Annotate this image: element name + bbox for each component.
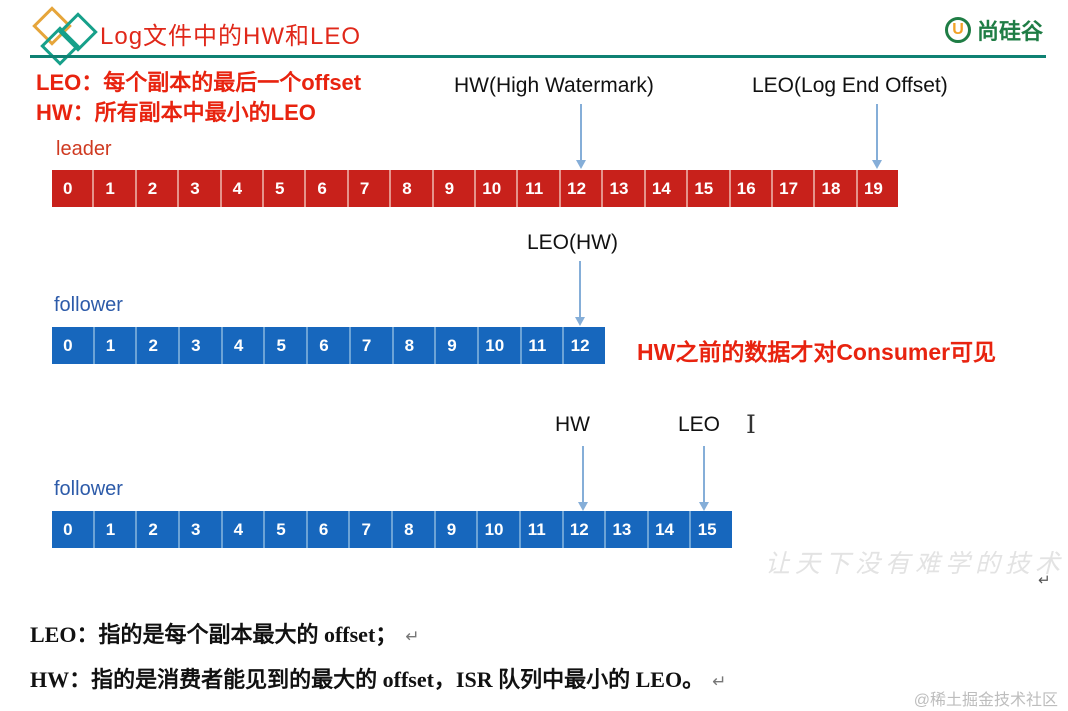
offset-cell: 12 — [560, 170, 602, 207]
offset-cell: 0 — [52, 327, 93, 364]
text-cursor-icon: I — [746, 410, 756, 439]
header-divider — [30, 55, 1046, 58]
offset-cell: 3 — [179, 511, 221, 548]
offset-cell: 14 — [645, 170, 687, 207]
offset-cell: 7 — [350, 327, 392, 364]
offset-cell: 19 — [857, 170, 899, 207]
paragraph-return-icon: ↵ — [712, 672, 727, 691]
offset-cell: 5 — [265, 511, 306, 548]
offset-cell: 6 — [308, 327, 349, 364]
offset-cell: 10 — [476, 170, 517, 207]
follower2-row-label: follower — [54, 478, 123, 500]
offset-cell: 18 — [815, 170, 856, 207]
offset-cell: 5 — [265, 327, 307, 364]
offset-cell: 11 — [521, 327, 563, 364]
offset-cell: 9 — [433, 170, 475, 207]
leo-label: LEO — [678, 413, 721, 436]
follower1-offset-row: 0 1 2 3 4 5 6 7 8 9 10 11 12 — [52, 327, 605, 364]
paragraph-return-icon: ↵ — [1038, 572, 1051, 589]
arrow-down-icon — [578, 446, 588, 511]
hw-label: HW — [555, 413, 590, 436]
offset-cell: 13 — [606, 511, 647, 548]
brand-name: 尚硅谷 — [976, 19, 1043, 44]
page-title: Log文件中的HW和LEO — [100, 23, 362, 50]
offset-cell: 8 — [391, 170, 432, 207]
offset-cell: 1 — [94, 511, 136, 548]
definition-hw: HW：所有副本中最小的LEO — [36, 100, 316, 125]
brand-logo: U 尚硅谷 — [944, 14, 1043, 46]
offset-cell: 17 — [772, 170, 814, 207]
follower2-offset-row: 0 1 2 3 4 5 6 7 8 9 10 11 12 13 14 15 — [52, 511, 732, 548]
offset-cell: 12 — [563, 511, 605, 548]
offset-cell: 7 — [350, 511, 391, 548]
offset-cell: 8 — [393, 327, 435, 364]
offset-cell: 6 — [307, 511, 349, 548]
consumer-visibility-note: HW之前的数据才对Consumer可见 — [637, 339, 997, 365]
footer-hw-text: HW：指的是消费者能见到的最大的 offset，ISR 队列中最小的 LEO。 — [30, 667, 705, 692]
slogan-watermark: 让天下没有难学的技术 — [765, 549, 1066, 578]
leo-hw-label: LEO(HW) — [527, 231, 618, 254]
arrow-down-icon — [576, 104, 586, 169]
offset-cell: 10 — [478, 511, 519, 548]
offset-cell: 9 — [436, 327, 477, 364]
offset-cell: 11 — [520, 511, 562, 548]
definition-leo: LEO：每个副本的最后一个offset — [36, 70, 362, 95]
offset-cell: 8 — [393, 511, 434, 548]
offset-cell: 13 — [603, 170, 644, 207]
offset-cell: 1 — [94, 327, 136, 364]
offset-cell: 6 — [306, 170, 347, 207]
offset-cell: 12 — [564, 327, 605, 364]
arrow-down-icon — [872, 104, 882, 169]
follower1-row-label: follower — [54, 294, 123, 316]
offset-cell: 3 — [179, 170, 220, 207]
arrow-down-icon — [575, 261, 585, 326]
offset-cell: 4 — [222, 511, 264, 548]
footer-definition-leo: LEO：指的是每个副本最大的 offset； ↵ — [30, 617, 420, 649]
offset-cell: 2 — [136, 170, 178, 207]
offset-cell: 0 — [52, 511, 93, 548]
offset-cell: 3 — [180, 327, 221, 364]
paragraph-return-icon: ↵ — [405, 627, 420, 646]
offset-cell: 15 — [688, 170, 729, 207]
offset-cell: 2 — [137, 511, 178, 548]
offset-cell: 0 — [52, 170, 93, 207]
brand-u-icon: U — [944, 17, 971, 43]
arrow-down-icon — [699, 446, 709, 511]
footer-definition-hw: HW：指的是消费者能见到的最大的 offset，ISR 队列中最小的 LEO。 ↵ — [30, 662, 726, 694]
community-watermark: @稀土掘金技术社区 — [913, 692, 1058, 709]
leo-log-end-offset-label: LEO(Log End Offset) — [752, 74, 948, 97]
hw-high-watermark-label: HW(High Watermark) — [454, 74, 654, 97]
offset-cell: 1 — [94, 170, 135, 207]
offset-cell: 7 — [348, 170, 390, 207]
offset-cell: 16 — [730, 170, 771, 207]
offset-cell: 15 — [691, 511, 732, 548]
offset-cell: 4 — [222, 327, 264, 364]
offset-cell: 5 — [264, 170, 305, 207]
leader-offset-row: 0 1 2 3 4 5 6 7 8 9 10 11 12 13 14 15 16 17 18 19 — [52, 170, 899, 207]
offset-cell: 11 — [518, 170, 559, 207]
offset-cell: 10 — [478, 327, 520, 364]
offset-cell: 2 — [137, 327, 179, 364]
leader-row-label: leader — [56, 138, 112, 160]
offset-cell: 14 — [648, 511, 690, 548]
footer-leo-text: LEO：指的是每个副本最大的 offset； — [30, 622, 398, 647]
offset-cell: 9 — [435, 511, 477, 548]
offset-cell: 4 — [221, 170, 263, 207]
definitions-block: LEO：每个副本的最后一个offset HW：所有副本中最小的LEO — [36, 68, 361, 128]
